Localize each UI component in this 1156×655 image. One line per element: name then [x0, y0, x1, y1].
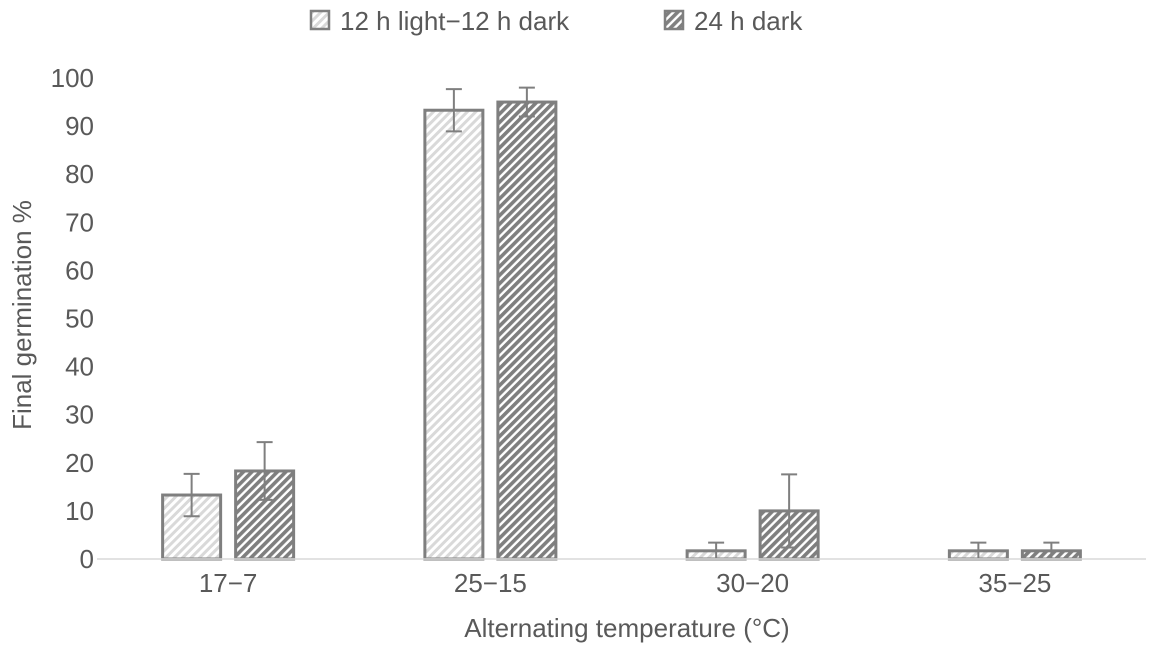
error-bar-series-2-2	[781, 473, 798, 549]
y-tick-label: 30	[65, 400, 94, 430]
y-tick-label: 70	[65, 207, 94, 237]
y-tick-label: 0	[80, 544, 94, 574]
error-bar-series-2-0	[256, 441, 273, 501]
legend-label-series-1: 12 h light−12 h dark	[340, 6, 570, 36]
legend-swatch-series-1	[309, 9, 331, 31]
y-tick-label: 60	[65, 255, 94, 285]
error-bar-series-1-0	[183, 472, 200, 518]
x-tick-label: 17−7	[199, 568, 258, 598]
legend-label-series-2: 24 h dark	[694, 6, 803, 36]
error-bar-group	[183, 86, 1060, 560]
x-tick-label: 25−15	[454, 568, 527, 598]
x-tick-label: 30−20	[716, 568, 789, 598]
y-tick-label: 100	[51, 63, 94, 93]
x-tick-label: 35−25	[978, 568, 1051, 598]
legend: 12 h light−12 h dark 24 h dark	[309, 6, 803, 36]
y-axis-title: Final germination %	[7, 200, 37, 430]
y-tick-label: 10	[65, 496, 94, 526]
bar-series-1-1[interactable]	[423, 108, 485, 561]
legend-item-series-2[interactable]: 24 h dark	[663, 6, 803, 36]
y-tick-label: 50	[65, 304, 94, 334]
y-tick-label: 80	[65, 159, 94, 189]
bar-group	[161, 100, 1082, 561]
legend-swatch-series-2	[663, 9, 685, 31]
error-bar-series-2-1	[518, 86, 535, 118]
bar-series-2-1[interactable]	[496, 100, 558, 561]
error-bar-series-1-1	[445, 88, 462, 133]
y-axis-tick-labels: 0 10 20 30 40 50 60 70 80 90 100	[51, 63, 94, 574]
x-axis-tick-labels: 17−7 25−15 30−20 35−25	[199, 568, 1052, 598]
y-tick-label: 90	[65, 111, 94, 141]
x-axis-title: Alternating temperature (°C)	[464, 613, 789, 643]
legend-item-series-1[interactable]: 12 h light−12 h dark	[309, 6, 570, 36]
y-tick-label: 40	[65, 352, 94, 382]
y-tick-label: 20	[65, 448, 94, 478]
